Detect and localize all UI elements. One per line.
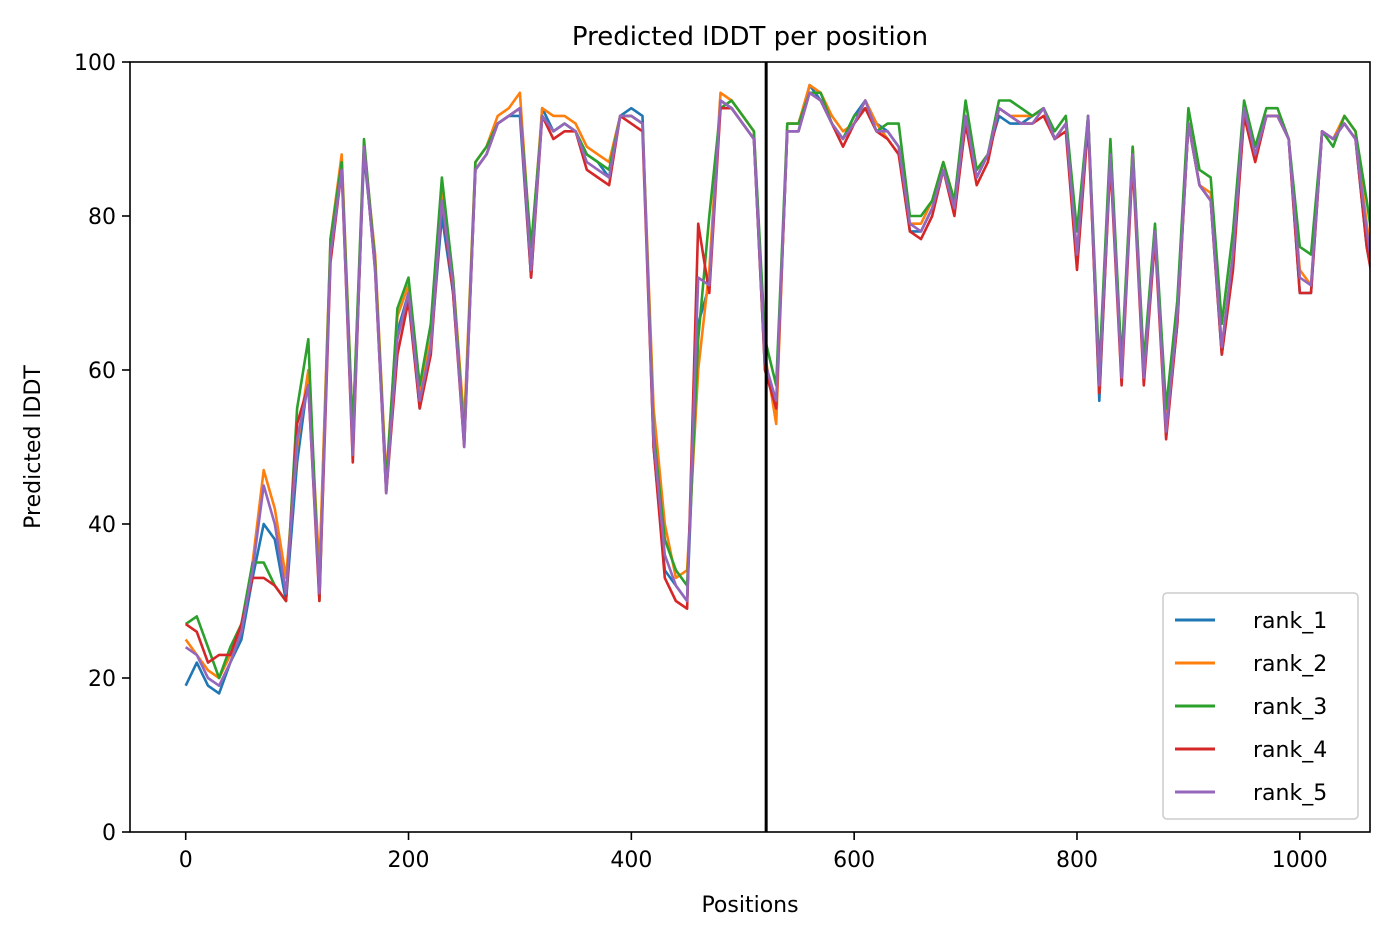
plot-frame bbox=[129, 61, 1371, 833]
x-axis-label: Positions bbox=[701, 893, 798, 918]
series-layer bbox=[184, 83, 1370, 695]
y-tick-label: 80 bbox=[88, 205, 116, 230]
y-axis-label: Predicted lDDT bbox=[21, 365, 46, 529]
x-tick-label: 800 bbox=[1056, 848, 1098, 873]
x-tick-label: 600 bbox=[833, 848, 875, 873]
legend: rank_1 rank_2 rank_3 rank_4 rank_5 bbox=[1162, 592, 1359, 820]
chart-title: Predicted lDDT per position bbox=[572, 22, 928, 52]
legend-box bbox=[1162, 592, 1359, 820]
y-tick-label: 40 bbox=[88, 513, 116, 538]
x-tick-label: 0 bbox=[179, 848, 193, 873]
series-line-rank-5 bbox=[184, 91, 1370, 688]
x-tick-label: 1000 bbox=[1272, 848, 1328, 873]
legend-label: rank_1 bbox=[1253, 609, 1327, 634]
legend-label: rank_4 bbox=[1253, 738, 1327, 763]
y-axis: 0 20 40 60 80 100 bbox=[74, 51, 130, 846]
x-tick-label: 400 bbox=[610, 848, 652, 873]
y-tick-label: 60 bbox=[88, 359, 116, 384]
y-tick-label: 100 bbox=[74, 51, 116, 76]
legend-label: rank_5 bbox=[1253, 781, 1327, 806]
y-tick-label: 0 bbox=[102, 821, 116, 846]
x-tick-label: 200 bbox=[388, 848, 430, 873]
x-axis: 0 200 400 600 800 1000 bbox=[179, 832, 1328, 873]
y-tick-label: 20 bbox=[88, 667, 116, 692]
legend-label: rank_2 bbox=[1253, 652, 1327, 677]
legend-label: rank_3 bbox=[1253, 695, 1327, 720]
